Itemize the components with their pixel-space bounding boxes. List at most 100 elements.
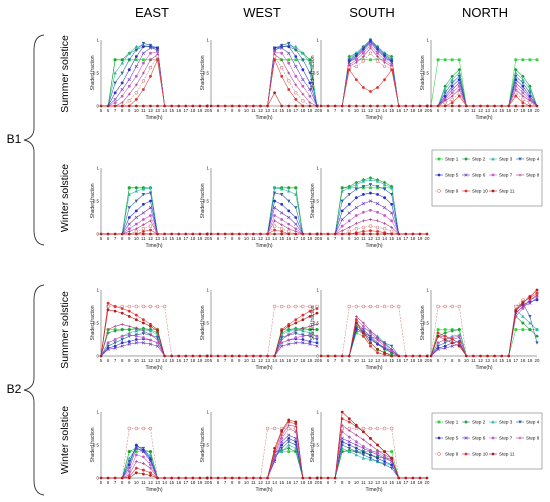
data-point xyxy=(362,331,365,335)
y-tick-label: 0.5 xyxy=(423,71,430,76)
chart-b2-summer-west: 00.515 6 7 8 9 10 11 12 13 14 15 16 17 18 19 20Time(h)S… xyxy=(200,288,320,372)
x-axis-label: Time(h) xyxy=(255,115,272,121)
x-tick-label: 15 xyxy=(279,108,284,113)
legend-item: Step 5 xyxy=(435,436,459,441)
series-line xyxy=(100,329,207,357)
data-point xyxy=(319,354,323,358)
legend-item: Step 6 xyxy=(462,173,486,178)
data-point xyxy=(528,100,532,105)
legend-item: Step 1 xyxy=(435,157,459,162)
data-point xyxy=(244,476,248,480)
data-point xyxy=(301,304,305,309)
data-point xyxy=(134,222,138,226)
data-point xyxy=(319,104,323,108)
series-step-8 xyxy=(101,53,207,107)
data-point xyxy=(354,329,359,333)
data-point xyxy=(237,232,241,236)
data-point xyxy=(528,295,532,298)
data-point xyxy=(294,192,298,196)
data-point xyxy=(113,346,117,350)
y-tick-label: 0 xyxy=(97,104,100,109)
data-point xyxy=(354,304,359,309)
data-point xyxy=(354,433,358,437)
data-point xyxy=(191,354,195,358)
data-point xyxy=(149,51,152,55)
x-tick-label: 13 xyxy=(155,108,160,113)
data-point xyxy=(354,446,358,450)
x-tick-label: 8 xyxy=(231,358,234,363)
x-tick-label: 10 xyxy=(354,480,359,485)
series-step-5 xyxy=(211,337,319,357)
x-tick-label: 7 xyxy=(334,236,337,241)
x-axis-label: Time(h) xyxy=(255,487,272,493)
data-point xyxy=(436,334,440,338)
series-step-2 xyxy=(321,324,427,357)
y-tick-label: 0 xyxy=(317,354,320,359)
legend-item: Step 8 xyxy=(516,173,540,178)
x-tick-label: 6 xyxy=(217,236,220,241)
data-point xyxy=(148,191,153,195)
data-point xyxy=(156,232,159,236)
y-axis-label: Shaded fraction xyxy=(200,55,206,90)
data-point xyxy=(375,185,380,189)
series-step-9 xyxy=(211,54,317,107)
data-point xyxy=(301,84,305,88)
data-point xyxy=(301,232,305,236)
x-tick-label: 11 xyxy=(251,108,256,113)
data-point xyxy=(436,104,440,108)
y-axis-label: Shaded fraction xyxy=(310,427,316,462)
data-point xyxy=(382,205,387,210)
data-point xyxy=(472,104,475,108)
x-tick-label: 14 xyxy=(382,480,387,485)
data-point xyxy=(528,58,532,62)
data-point xyxy=(155,304,160,309)
series-step-6 xyxy=(430,296,539,357)
data-point xyxy=(273,446,276,450)
data-point xyxy=(280,58,284,62)
legend-label: Step 8 xyxy=(526,173,540,178)
data-point xyxy=(287,333,291,337)
data-point xyxy=(294,74,298,78)
legend-marker xyxy=(518,173,522,177)
data-point xyxy=(326,104,330,108)
data-point xyxy=(120,71,124,75)
legend-label: Step 3 xyxy=(499,157,513,162)
data-point xyxy=(361,304,366,309)
data-point xyxy=(376,193,379,196)
y-tick-label: 0.5 xyxy=(93,443,100,448)
x-tick-label: 12 xyxy=(368,480,373,485)
data-point xyxy=(170,354,174,358)
data-point xyxy=(244,354,248,358)
data-point xyxy=(383,455,386,459)
data-point xyxy=(141,327,146,331)
series-line xyxy=(430,329,537,357)
data-point xyxy=(106,308,110,312)
data-point xyxy=(528,87,532,91)
data-point xyxy=(134,44,139,48)
legend-label: Step 7 xyxy=(499,173,513,178)
data-point xyxy=(450,84,454,88)
data-point xyxy=(369,58,372,62)
series-line xyxy=(211,324,318,357)
data-point xyxy=(280,218,284,221)
x-tick-label: 16 xyxy=(506,108,511,113)
data-point xyxy=(375,59,380,63)
series-line xyxy=(321,184,427,235)
data-point xyxy=(425,354,429,358)
data-point xyxy=(514,104,518,108)
data-point xyxy=(347,426,351,431)
series-line xyxy=(430,293,538,357)
data-point xyxy=(308,61,312,65)
data-point xyxy=(443,84,447,89)
legend-label: Step 9 xyxy=(445,452,459,457)
data-point xyxy=(149,333,152,337)
series-line xyxy=(101,229,207,235)
series-step-9 xyxy=(211,304,319,357)
data-point xyxy=(354,205,358,210)
series-step-1 xyxy=(321,58,427,107)
data-point xyxy=(369,191,372,195)
legend-label: Step 11 xyxy=(499,452,515,457)
data-point xyxy=(354,443,358,447)
series-step-10 xyxy=(321,68,427,107)
data-point xyxy=(134,48,139,52)
